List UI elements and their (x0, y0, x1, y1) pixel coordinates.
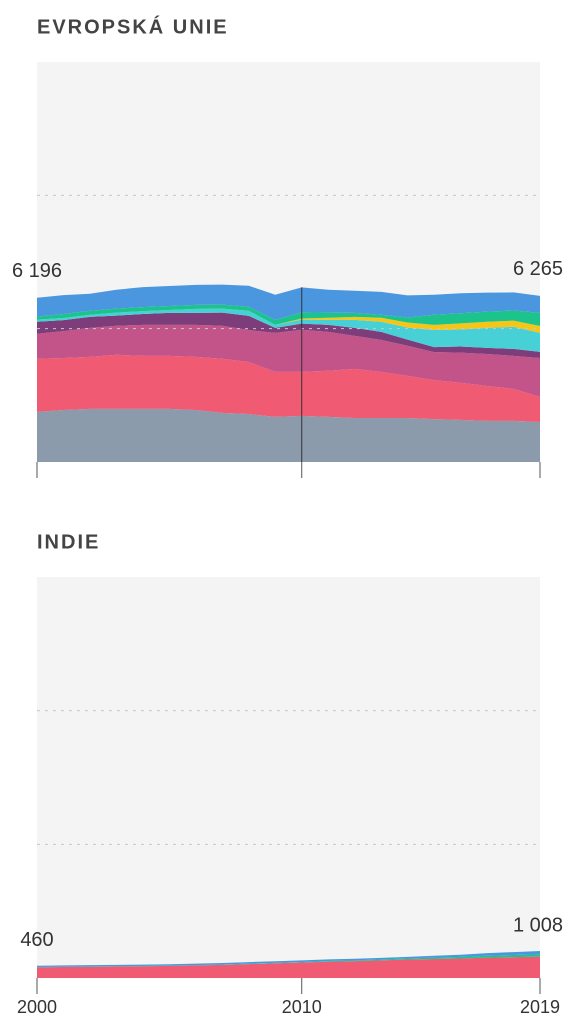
area (37, 304, 540, 326)
area (37, 308, 540, 333)
area (37, 956, 540, 978)
chart-title: INDIE (37, 531, 100, 553)
area (37, 284, 540, 320)
total-label: 6 265 (513, 258, 563, 280)
area (37, 354, 540, 422)
area (37, 312, 540, 358)
total-label: 1 008 (513, 914, 563, 936)
chart-title: EVROPSKÁ UNIE (37, 15, 229, 38)
area (37, 308, 540, 352)
area (37, 324, 540, 397)
plot-background (37, 577, 540, 978)
x-tick-label: 2000 (17, 997, 57, 1017)
total-label: 460 (20, 929, 53, 951)
x-tick-label: 2010 (282, 997, 322, 1017)
area (37, 408, 540, 462)
x-tick-label: 2019 (520, 997, 560, 1017)
area (37, 951, 540, 968)
total-label: 6 196 (12, 260, 62, 282)
